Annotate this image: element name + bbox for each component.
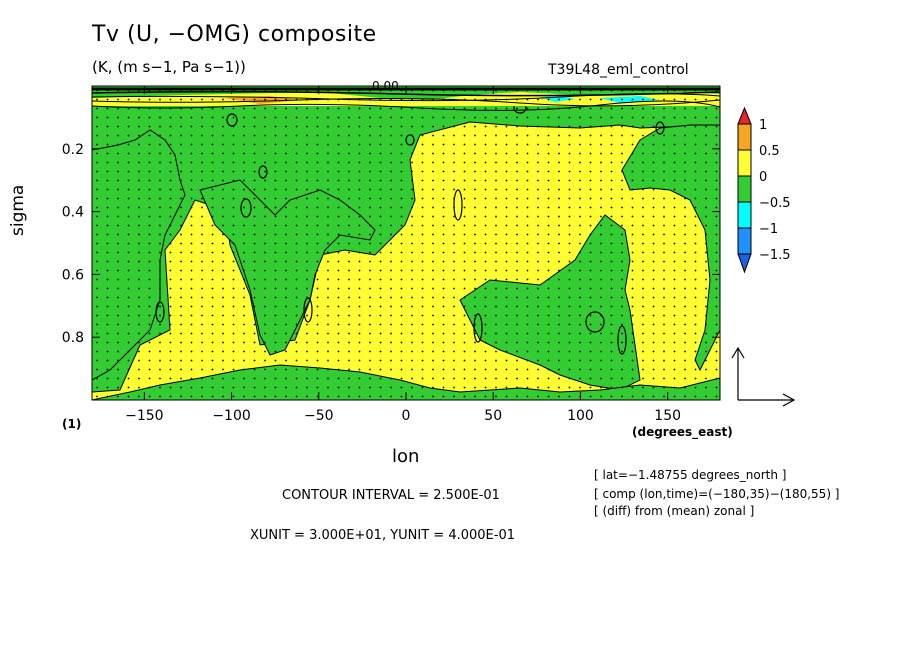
x-tick-label: −50 [304, 408, 334, 424]
colorbar-label: 0.5 [759, 144, 780, 159]
y-axis: 0.2 0.4 0.6 0.8 [62, 142, 720, 346]
y-tick-label: 0.8 [62, 330, 84, 346]
colorbar-top-triangle [737, 106, 752, 125]
colorbar-segment [737, 175, 752, 203]
colorbar-label: −1 [759, 222, 778, 237]
x-tick-label: −100 [212, 408, 250, 424]
chart-subtitle: (K, (m s−1, Pa s−1)) [92, 58, 246, 76]
colorbar-segment [737, 201, 752, 229]
chart-title: Tv (U, −OMG) composite [92, 22, 377, 47]
colorbar-segment [737, 149, 752, 177]
info-latitude: [ lat=−1.48755 degrees_north ] [594, 468, 787, 482]
x-axis: −150 −100 −50 0 50 100 150 [125, 86, 681, 424]
y-axis-label: sigma [8, 184, 28, 236]
colorbar-bottom-triangle [737, 253, 752, 274]
colorbar-segment [737, 227, 752, 255]
x-tick-label: 150 [654, 408, 681, 424]
contour-value-label: 0.00 [372, 79, 399, 93]
colorbar-label: −0.5 [759, 196, 791, 211]
reference-vector [731, 346, 796, 407]
colorbar-label: 0 [759, 170, 767, 185]
colorbar-label: −1.5 [759, 248, 791, 263]
x-tick-label: 0 [402, 408, 411, 424]
info-diff: [ (diff) from (mean) zonal ] [594, 504, 755, 518]
run-name: T39L48_eml_control [548, 62, 689, 78]
y-tick-label: 0.4 [62, 205, 84, 221]
panel-label: (1) [62, 417, 82, 431]
x-axis-label: lon [392, 446, 420, 467]
plot-area [92, 86, 720, 400]
y-tick-label: 0.6 [62, 267, 84, 283]
contour-interval: CONTOUR INTERVAL = 2.500E-01 [282, 488, 500, 503]
vector-units: XUNIT = 3.000E+01, YUNIT = 4.000E-01 [250, 528, 515, 543]
x-tick-label: 50 [484, 408, 502, 424]
x-tick-label: 100 [567, 408, 594, 424]
x-axis-units: (degrees_east) [632, 425, 733, 439]
colorbar-segment [737, 123, 752, 151]
info-composite: [ comp (lon,time)=(−180,35)−(180,55) ] [594, 487, 840, 501]
y-tick-label: 0.2 [62, 142, 84, 158]
vector-field [92, 86, 720, 400]
x-tick-label: −150 [125, 408, 163, 424]
colorbar-label: 1 [759, 118, 767, 133]
colorbar: 1 0.5 0 −0.5 −1 −1.5 [737, 106, 791, 274]
